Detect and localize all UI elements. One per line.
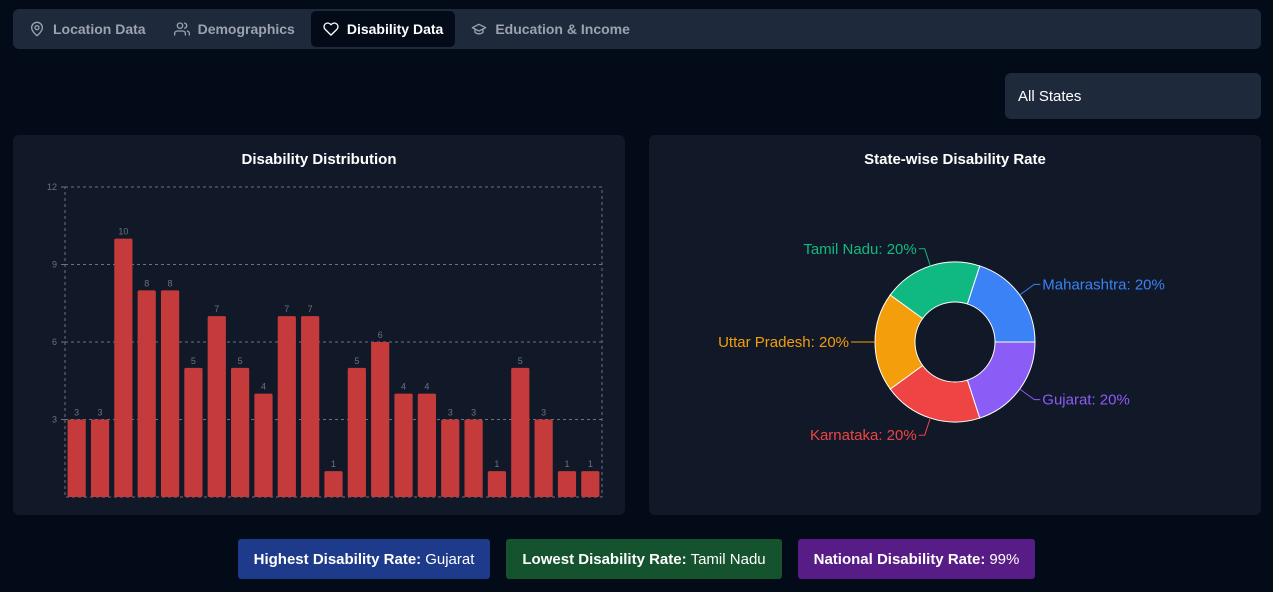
bar[interactable] (394, 393, 413, 497)
pie-label: Karnataka: 20% (810, 427, 917, 444)
bar-value-label: 10 (118, 227, 128, 237)
bar-value-label: 8 (168, 278, 173, 288)
pie-label-line (1019, 283, 1041, 296)
bar-value-label: 1 (588, 459, 593, 469)
bar-value-label: 5 (354, 356, 359, 366)
bar-value-label: 8 (144, 278, 149, 288)
highest-rate-badge: Highest Disability Rate: Gujarat (237, 539, 491, 579)
tab-education-income-label: Education & Income (495, 21, 630, 37)
pie-label-line (918, 248, 931, 267)
pie-label: Gujarat: 20% (1042, 392, 1130, 409)
bar[interactable] (441, 419, 460, 498)
bar[interactable] (324, 471, 343, 497)
national-rate-label: National Disability Rate: (813, 550, 986, 568)
tab-location-data[interactable]: Location Data (17, 11, 158, 47)
tab-location-data-label: Location Data (53, 21, 146, 37)
pie-label: Uttar Pradesh: 20% (718, 334, 849, 351)
lowest-rate-label: Lowest Disability Rate: (522, 550, 687, 568)
users-icon (173, 22, 190, 36)
map-pin-icon (31, 21, 43, 37)
bar[interactable] (487, 471, 507, 497)
pie-slice[interactable] (889, 261, 981, 320)
bar[interactable] (534, 419, 553, 498)
bar[interactable] (67, 419, 86, 498)
bar[interactable] (511, 367, 530, 497)
bar[interactable] (254, 393, 273, 497)
bar-chart: 3 6 9 12 3 3 10 8 8 5 7 5 4 7 7 1 5 6 4 4 3 3 1 5 3 1 1 (47, 182, 603, 498)
bar-value-label: 6 (378, 330, 383, 340)
heart-icon (323, 22, 339, 36)
disability-distribution-card: Disability Distribution 3 6 9 12 3 3 10 8 8 5 7 5 4 7… (13, 135, 625, 515)
bar-value-label: 7 (214, 304, 219, 314)
y-tick-label: 12 (47, 182, 57, 192)
state-select[interactable]: All States (1005, 73, 1261, 119)
bar[interactable] (581, 471, 600, 497)
bar[interactable] (114, 238, 133, 497)
bar-value-label: 5 (518, 356, 523, 366)
bar[interactable] (347, 367, 366, 497)
pie-slice[interactable] (966, 265, 1036, 343)
bar[interactable] (557, 471, 577, 497)
highest-rate-value: Gujarat (425, 550, 475, 568)
bar[interactable] (417, 393, 436, 497)
bar-value-label: 1 (494, 459, 499, 469)
bar-value-label: 5 (238, 356, 243, 366)
lowest-rate-value: Tamil Nadu (690, 550, 766, 568)
tab-disability-data[interactable]: Disability Data (310, 11, 456, 47)
national-rate-badge: National Disability Rate: 99% (797, 539, 1036, 579)
bar[interactable] (207, 316, 226, 497)
bar-value-label: 4 (424, 382, 429, 392)
tab-bar: Location Data Demographics Disability Da… (13, 9, 1261, 49)
bar-value-label: 5 (191, 356, 196, 366)
bar-chart-title: Disability Distribution (241, 151, 397, 168)
bar-value-label: 3 (541, 408, 546, 418)
bar[interactable] (464, 419, 483, 498)
state-select-value: All States (1018, 87, 1082, 105)
tab-education-income[interactable]: Education & Income (459, 11, 642, 47)
bar[interactable] (184, 367, 203, 497)
pie-slice[interactable] (966, 341, 1036, 419)
bar-value-label: 3 (448, 408, 453, 418)
bar-value-label: 4 (261, 382, 266, 392)
bar-value-label: 4 (401, 382, 406, 392)
national-rate-value: 99% (989, 550, 1020, 568)
bar[interactable] (137, 290, 156, 497)
highest-rate-label: Highest Disability Rate: (253, 550, 422, 568)
tab-demographics[interactable]: Demographics (162, 11, 307, 47)
tab-demographics-label: Demographics (197, 21, 295, 37)
bar[interactable] (277, 316, 296, 497)
y-tick-label: 3 (52, 415, 57, 425)
bar-value-label: 3 (74, 408, 79, 418)
graduation-cap-icon (471, 23, 487, 35)
bar-value-label: 1 (331, 459, 336, 469)
pie-label: Maharashtra: 20% (1042, 276, 1165, 293)
bar[interactable] (90, 419, 110, 498)
bar-value-label: 1 (564, 459, 569, 469)
bar[interactable] (301, 316, 320, 497)
stats-row: Highest Disability Rate: Gujarat Lowest … (0, 539, 1273, 579)
bar[interactable] (231, 367, 250, 497)
state-disability-rate-card: State-wise Disability Rate Maharashtra: … (649, 135, 1261, 515)
bar-value-label: 7 (308, 304, 313, 314)
bar-value-label: 3 (98, 408, 103, 418)
pie-label-line (918, 417, 931, 436)
bar[interactable] (160, 290, 180, 497)
donut-chart: Maharashtra: 20% Gujarat: 20% Karnataka: 2… (718, 241, 1165, 444)
bar[interactable] (371, 342, 390, 497)
pie-label-line (1019, 388, 1041, 401)
pie-chart-title: State-wise Disability Rate (864, 151, 1046, 168)
bar-value-label: 3 (471, 408, 476, 418)
bar-value-label: 7 (284, 304, 289, 314)
y-tick-label: 9 (52, 260, 57, 270)
y-tick-label: 6 (52, 337, 57, 347)
pie-label: Tamil Nadu: 20% (803, 241, 916, 258)
lowest-rate-badge: Lowest Disability Rate: Tamil Nadu (506, 539, 782, 579)
tab-disability-data-label: Disability Data (346, 21, 444, 37)
